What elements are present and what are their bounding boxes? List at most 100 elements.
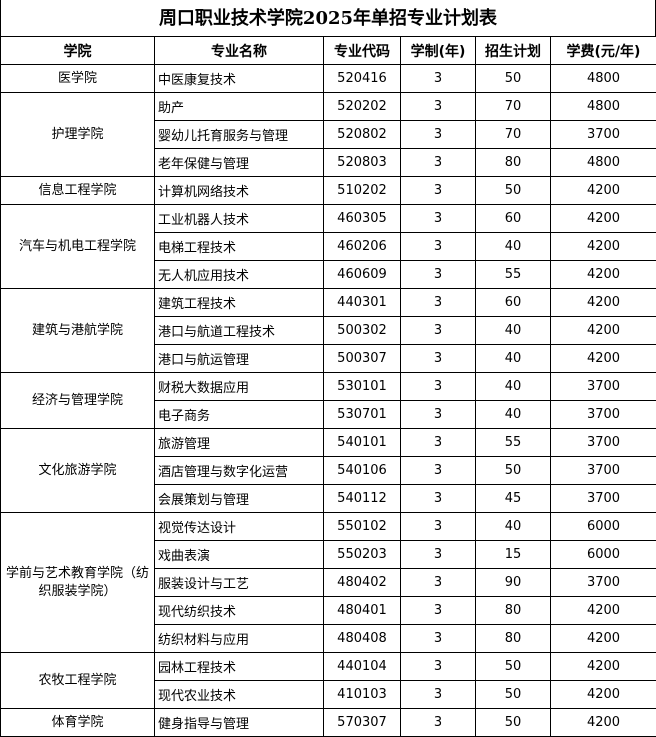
- table-row: 护理学院 助产 520202 3 70 4800: [0, 92, 656, 177]
- quota-cell: 40: [475, 232, 551, 261]
- tuition-cell: 3700: [550, 484, 656, 513]
- table-row: 会展策划与管理 540112 3 45 3700: [1, 484, 656, 513]
- duration-cell: 3: [400, 120, 476, 149]
- major-name-cell: 现代纺织技术: [154, 596, 324, 625]
- major-code-cell: 530701: [323, 400, 401, 429]
- major-name-cell: 建筑工程技术: [154, 288, 324, 317]
- major-name-cell: 中医康复技术: [154, 64, 324, 93]
- major-code-cell: 510202: [323, 176, 401, 205]
- college-cell: 学前与艺术教育学院（纺织服装学院）: [0, 512, 155, 653]
- table-row: 建筑与港航学院 建筑工程技术 440301 3 60 4200: [0, 288, 656, 373]
- major-code-cell: 530101: [323, 372, 401, 401]
- quota-cell: 50: [475, 652, 551, 681]
- duration-cell: 3: [400, 708, 476, 737]
- major-code-cell: 460305: [323, 204, 401, 233]
- major-code-cell: 520803: [323, 148, 401, 177]
- major-name-cell: 戏曲表演: [154, 540, 324, 569]
- major-name-cell: 工业机器人技术: [154, 204, 324, 233]
- quota-cell: 40: [475, 372, 551, 401]
- header-quota: 招生计划: [475, 36, 551, 65]
- duration-cell: 3: [400, 568, 476, 597]
- duration-cell: 3: [400, 288, 476, 317]
- college-cell: 体育学院: [0, 708, 155, 737]
- duration-cell: 3: [400, 64, 476, 93]
- duration-cell: 3: [400, 204, 476, 233]
- duration-cell: 3: [400, 456, 476, 485]
- tuition-cell: 4200: [550, 652, 656, 681]
- quota-cell: 50: [475, 64, 551, 93]
- quota-cell: 60: [475, 288, 551, 317]
- major-name-cell: 老年保健与管理: [154, 148, 324, 177]
- major-code-cell: 440301: [323, 288, 401, 317]
- quota-cell: 70: [475, 92, 551, 121]
- tuition-cell: 4200: [550, 288, 656, 317]
- tuition-cell: 4800: [550, 148, 656, 177]
- quota-cell: 80: [475, 148, 551, 177]
- quota-cell: 50: [475, 456, 551, 485]
- duration-cell: 3: [400, 624, 476, 653]
- major-name-cell: 助产: [154, 92, 324, 121]
- college-cell: 护理学院: [0, 92, 155, 177]
- table-row: 经济与管理学院 财税大数据应用 530101 3 40 3700: [0, 372, 656, 429]
- major-code-cell: 540106: [323, 456, 401, 485]
- major-name-cell: 计算机网络技术: [154, 176, 324, 205]
- major-code-cell: 480402: [323, 568, 401, 597]
- major-code-cell: 500307: [323, 344, 401, 373]
- table-row: 信息工程学院 计算机网络技术 510202 3 50 4200: [0, 176, 656, 205]
- table-row: 电子商务 530701 3 40 3700: [1, 400, 656, 429]
- tuition-cell: 3700: [550, 120, 656, 149]
- major-name-cell: 视觉传达设计: [154, 512, 324, 541]
- major-name-cell: 电梯工程技术: [154, 232, 324, 261]
- duration-cell: 3: [400, 428, 476, 457]
- major-name-cell: 健身指导与管理: [154, 708, 324, 737]
- tuition-cell: 4200: [550, 708, 656, 737]
- quota-cell: 40: [475, 400, 551, 429]
- quota-cell: 50: [475, 708, 551, 737]
- quota-cell: 45: [475, 484, 551, 513]
- major-name-cell: 财税大数据应用: [154, 372, 324, 401]
- table-row: 汽车与机电工程学院 工业机器人技术 460305 3 60 4200: [0, 204, 656, 289]
- quota-cell: 55: [475, 428, 551, 457]
- tuition-cell: 3700: [550, 400, 656, 429]
- quota-cell: 50: [475, 680, 551, 709]
- duration-cell: 3: [400, 176, 476, 205]
- college-cell: 农牧工程学院: [0, 652, 155, 709]
- duration-cell: 3: [400, 512, 476, 541]
- college-cell: 经济与管理学院: [0, 372, 155, 429]
- tuition-cell: 3700: [550, 372, 656, 401]
- major-name-cell: 旅游管理: [154, 428, 324, 457]
- header-code: 专业代码: [323, 36, 401, 65]
- quota-cell: 40: [475, 344, 551, 373]
- tuition-cell: 3700: [550, 568, 656, 597]
- major-code-cell: 540101: [323, 428, 401, 457]
- major-code-cell: 480401: [323, 596, 401, 625]
- major-code-cell: 540112: [323, 484, 401, 513]
- duration-cell: 3: [400, 316, 476, 345]
- table-row: 港口与航运管理 500307 3 40 4200: [1, 344, 656, 373]
- major-name-cell: 服装设计与工艺: [154, 568, 324, 597]
- tuition-cell: 4800: [550, 64, 656, 93]
- major-name-cell: 无人机应用技术: [154, 260, 324, 289]
- table-row: 农牧工程学院 园林工程技术 440104 3 50 4200: [0, 652, 656, 709]
- table-row: 文化旅游学院 旅游管理 540101 3 55 3700: [0, 428, 656, 513]
- major-code-cell: 520802: [323, 120, 401, 149]
- major-name-cell: 现代农业技术: [154, 680, 324, 709]
- duration-cell: 3: [400, 400, 476, 429]
- major-name-cell: 婴幼儿托育服务与管理: [154, 120, 324, 149]
- enrollment-plan-table: 学院 专业名称 专业代码 学制(年) 招生计划 学费(元/年) 医学院 中医康复技…: [0, 36, 656, 737]
- major-code-cell: 460609: [323, 260, 401, 289]
- header-major: 专业名称: [154, 36, 324, 65]
- tuition-cell: 3700: [550, 428, 656, 457]
- quota-cell: 80: [475, 624, 551, 653]
- tuition-cell: 4200: [550, 624, 656, 653]
- tuition-cell: 4200: [550, 316, 656, 345]
- duration-cell: 3: [400, 596, 476, 625]
- table-row: 学前与艺术教育学院（纺织服装学院） 视觉传达设计 550102 3 40 6000: [0, 512, 656, 653]
- duration-cell: 3: [400, 652, 476, 681]
- quota-cell: 80: [475, 596, 551, 625]
- table-row: 老年保健与管理 520803 3 80 4800: [1, 148, 656, 177]
- major-code-cell: 520416: [323, 64, 401, 93]
- tuition-cell: 4200: [550, 204, 656, 233]
- duration-cell: 3: [400, 540, 476, 569]
- duration-cell: 3: [400, 148, 476, 177]
